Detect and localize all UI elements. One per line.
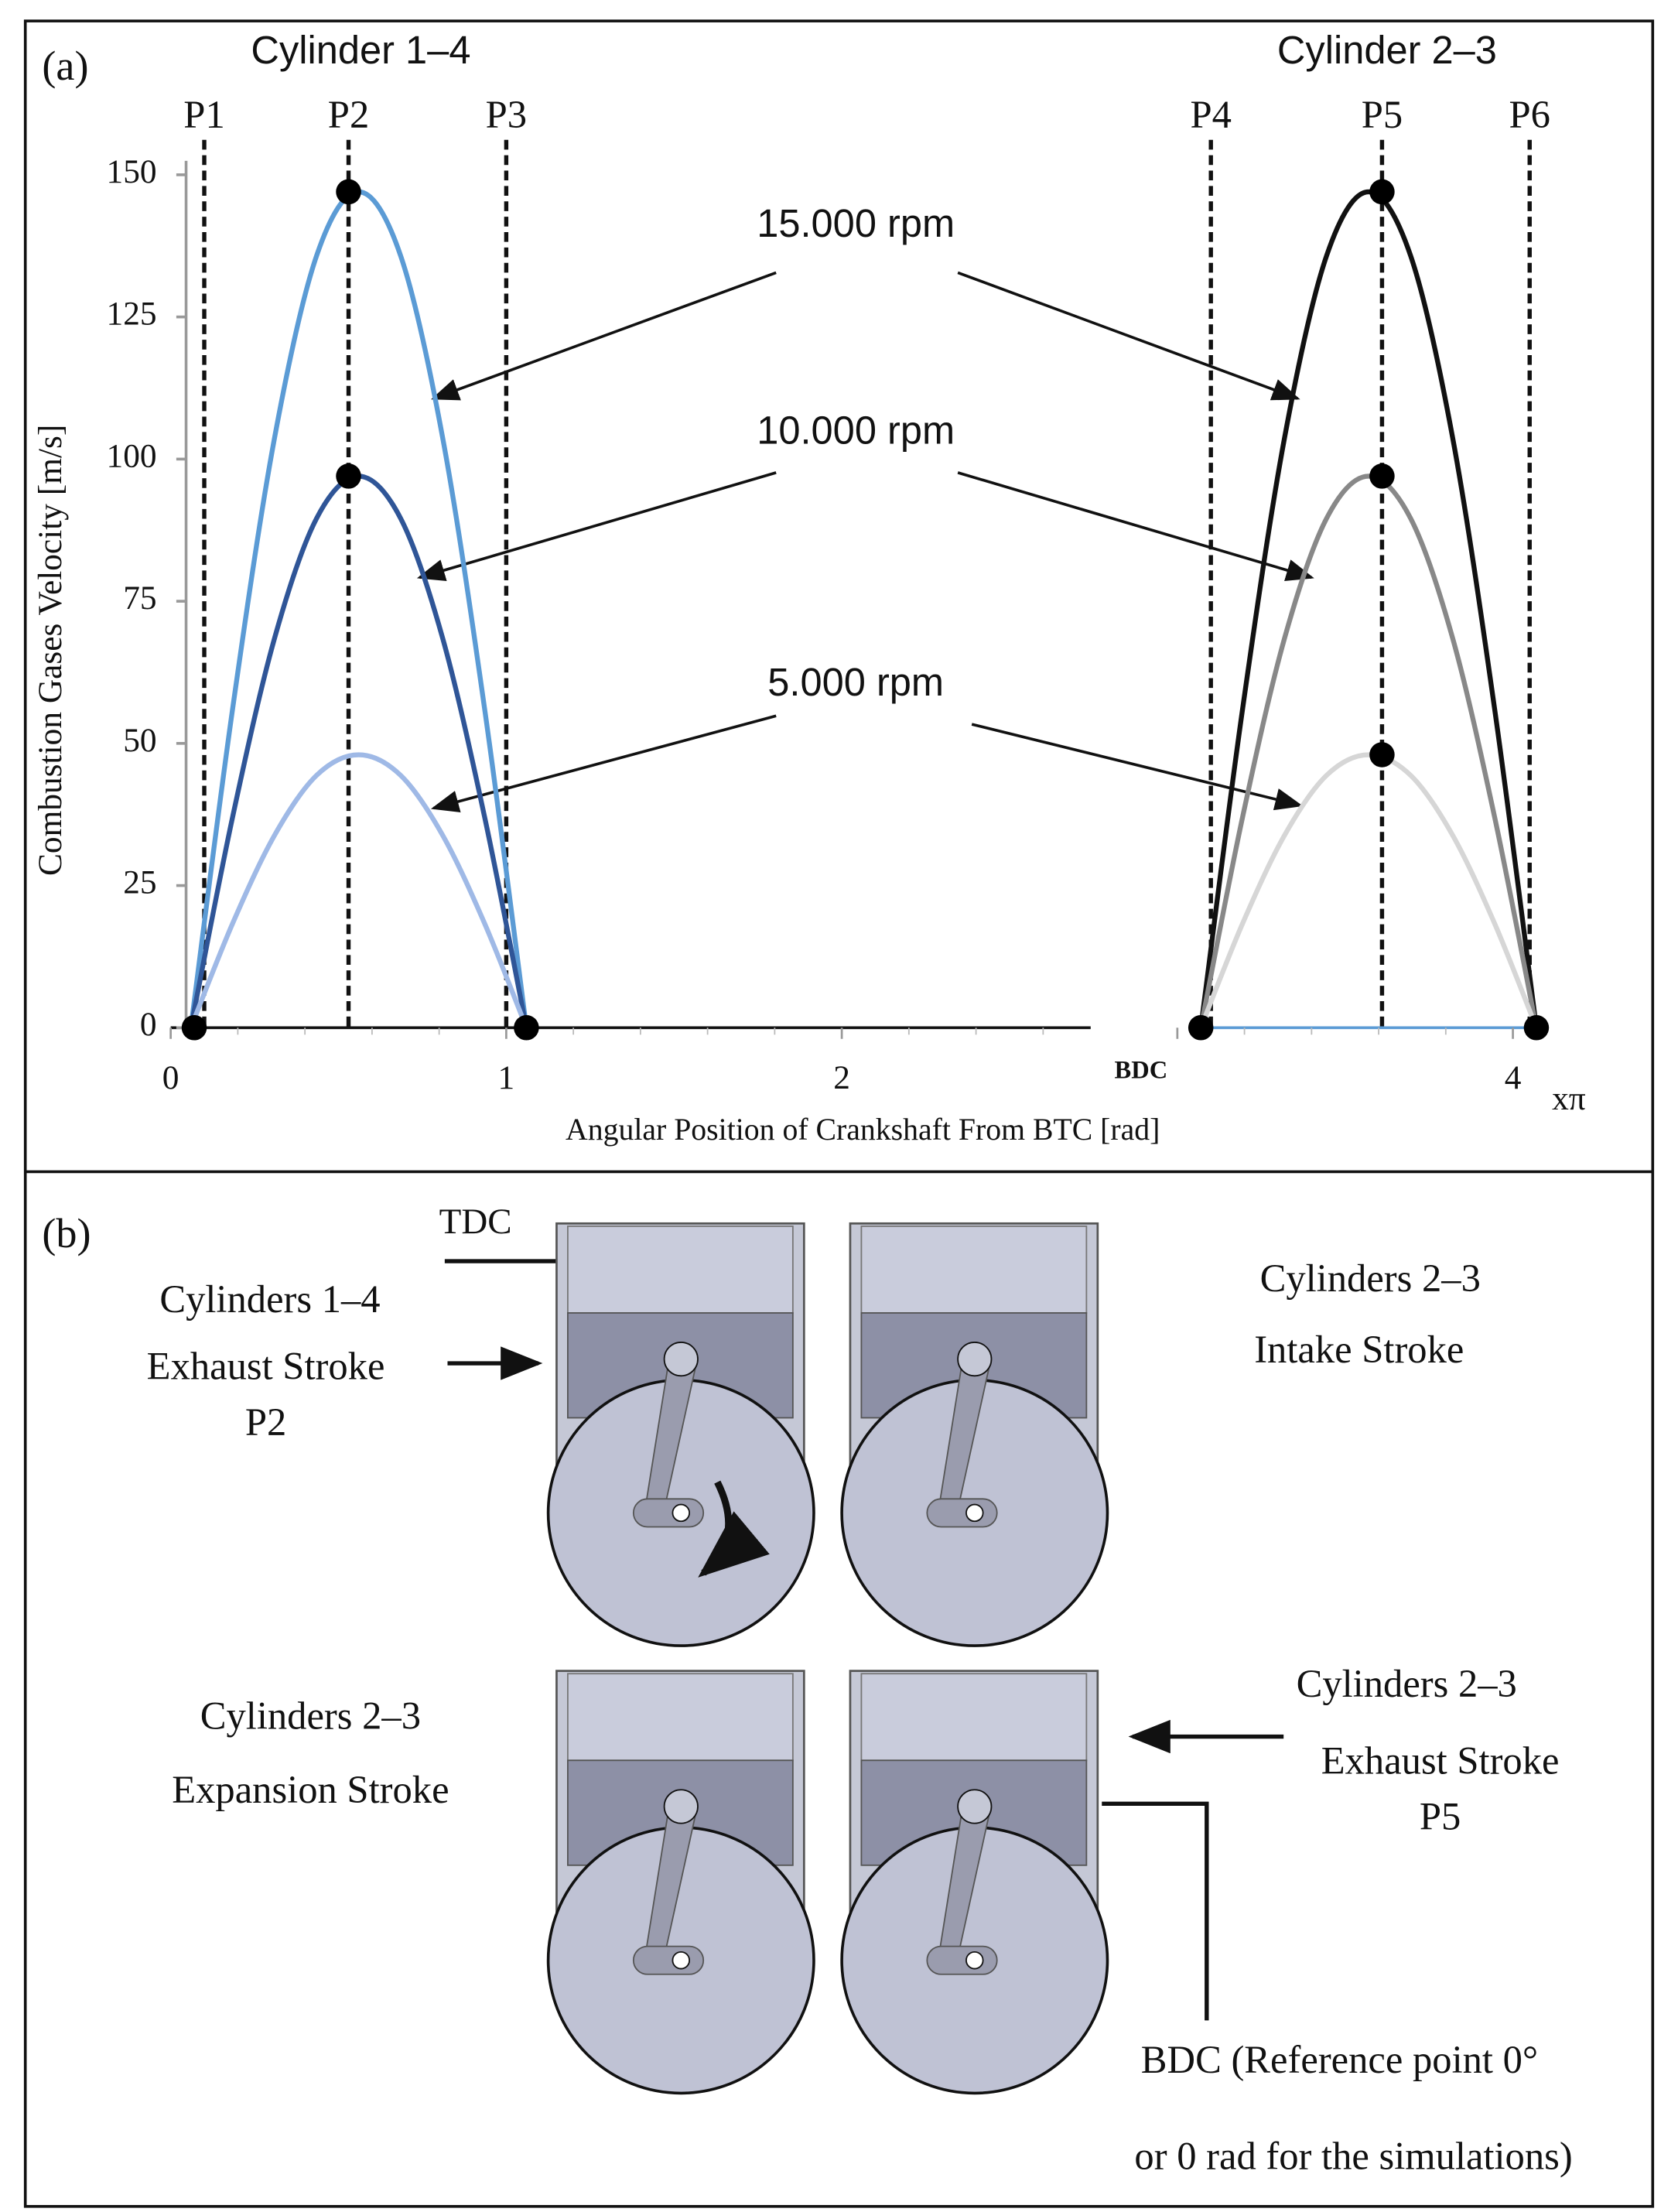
crank-arm [926,1498,998,1528]
position-label: P3 [486,93,527,136]
cylinder-head [860,1226,1088,1314]
engine-diagrams [546,1222,1109,2095]
point [1188,1015,1214,1041]
x-tick-label: BDC [1115,1057,1168,1085]
chart-title: Cylinder 2–3 [1277,28,1497,72]
point [1523,1015,1550,1041]
label: or 0 rad for the simulations) [1134,2135,1572,2178]
piston-pin [663,1789,699,1824]
y-tick-label: 0 [140,1006,157,1043]
label: Cylinders 1–4 [159,1277,380,1321]
label: P5 [1420,1795,1461,1838]
label: BDC (Reference point 0° [1141,2038,1538,2081]
crank-pin [965,1950,984,1970]
x-unit: xπ [1552,1080,1586,1117]
cylinder-head [566,1226,794,1314]
tdc-label: TDC [439,1202,512,1242]
point [181,1015,207,1041]
annotation: 10.000 rpm [757,409,955,453]
crank-arm [926,1945,998,1975]
annotation-arrows [416,271,1314,813]
cylinder-head [860,1673,1088,1762]
point [1369,179,1395,205]
rotation-arrow [698,1480,770,1578]
position-label: P4 [1190,93,1231,136]
point [514,1015,539,1041]
label: Intake Stroke [1254,1328,1464,1371]
label: Cylinders 2–3 [1260,1256,1481,1300]
x-tick-label: 2 [833,1059,850,1096]
panel-label: (a) [42,43,88,89]
frame [23,19,1655,2208]
annotation: 5.000 rpm [767,660,944,704]
y-tick-label: 150 [107,153,157,190]
crank-pin [965,1503,984,1523]
crank-arm [632,1945,705,1975]
piston-pin [957,1342,993,1377]
label: Exhaust Stroke [1321,1738,1560,1782]
x-tick-label: 1 [498,1059,515,1096]
label: P2 [245,1400,286,1444]
x-tick-label: 4 [1505,1059,1522,1096]
label: Cylinders 2–3 [1297,1662,1517,1705]
chart-title: Cylinder 1–4 [251,28,470,72]
y-tick-label: 75 [123,579,156,617]
label: Exhaust Stroke [147,1345,385,1388]
piston-pin [957,1789,993,1824]
y-tick-label: 50 [123,722,156,759]
x-axis-label: Angular Position of Crankshaft From BTC … [566,1113,1160,1147]
point [336,179,361,205]
y-tick-label: 100 [107,437,157,474]
crank-pin [672,1950,691,1970]
point [336,463,361,489]
arrow [430,714,777,813]
line-series [1198,474,1540,1028]
callouts [444,1259,1284,2021]
label: Cylinders 2–3 [200,1694,421,1737]
line-series [188,474,529,1028]
panel-label: (b) [42,1210,91,1256]
point [1369,742,1395,768]
cylinder-head [566,1673,794,1762]
arrow [957,471,1314,581]
arrow [957,271,1300,401]
position-label: P1 [183,93,224,136]
crank-arm [632,1498,705,1528]
crank-pin [672,1503,691,1523]
position-label: P6 [1509,93,1550,136]
y-axis-label: Combustion Gases Velocity [m/s] [32,425,69,876]
piston-pin [663,1342,699,1377]
label: Expansion Stroke [172,1768,449,1811]
arrow [971,723,1304,811]
arrow [431,271,777,401]
point [1369,463,1395,489]
arrow [416,471,777,582]
position-label: P2 [328,93,369,136]
annotation: 15.000 rpm [757,201,955,245]
x-tick-label: 0 [162,1059,179,1096]
y-tick-label: 125 [107,296,157,333]
line-series [1198,752,1539,1029]
bdc-line [1102,1801,1209,2021]
position-label: P5 [1362,93,1403,136]
line-series [1198,189,1540,1028]
y-tick-label: 25 [123,864,156,901]
line-series [188,752,529,1029]
